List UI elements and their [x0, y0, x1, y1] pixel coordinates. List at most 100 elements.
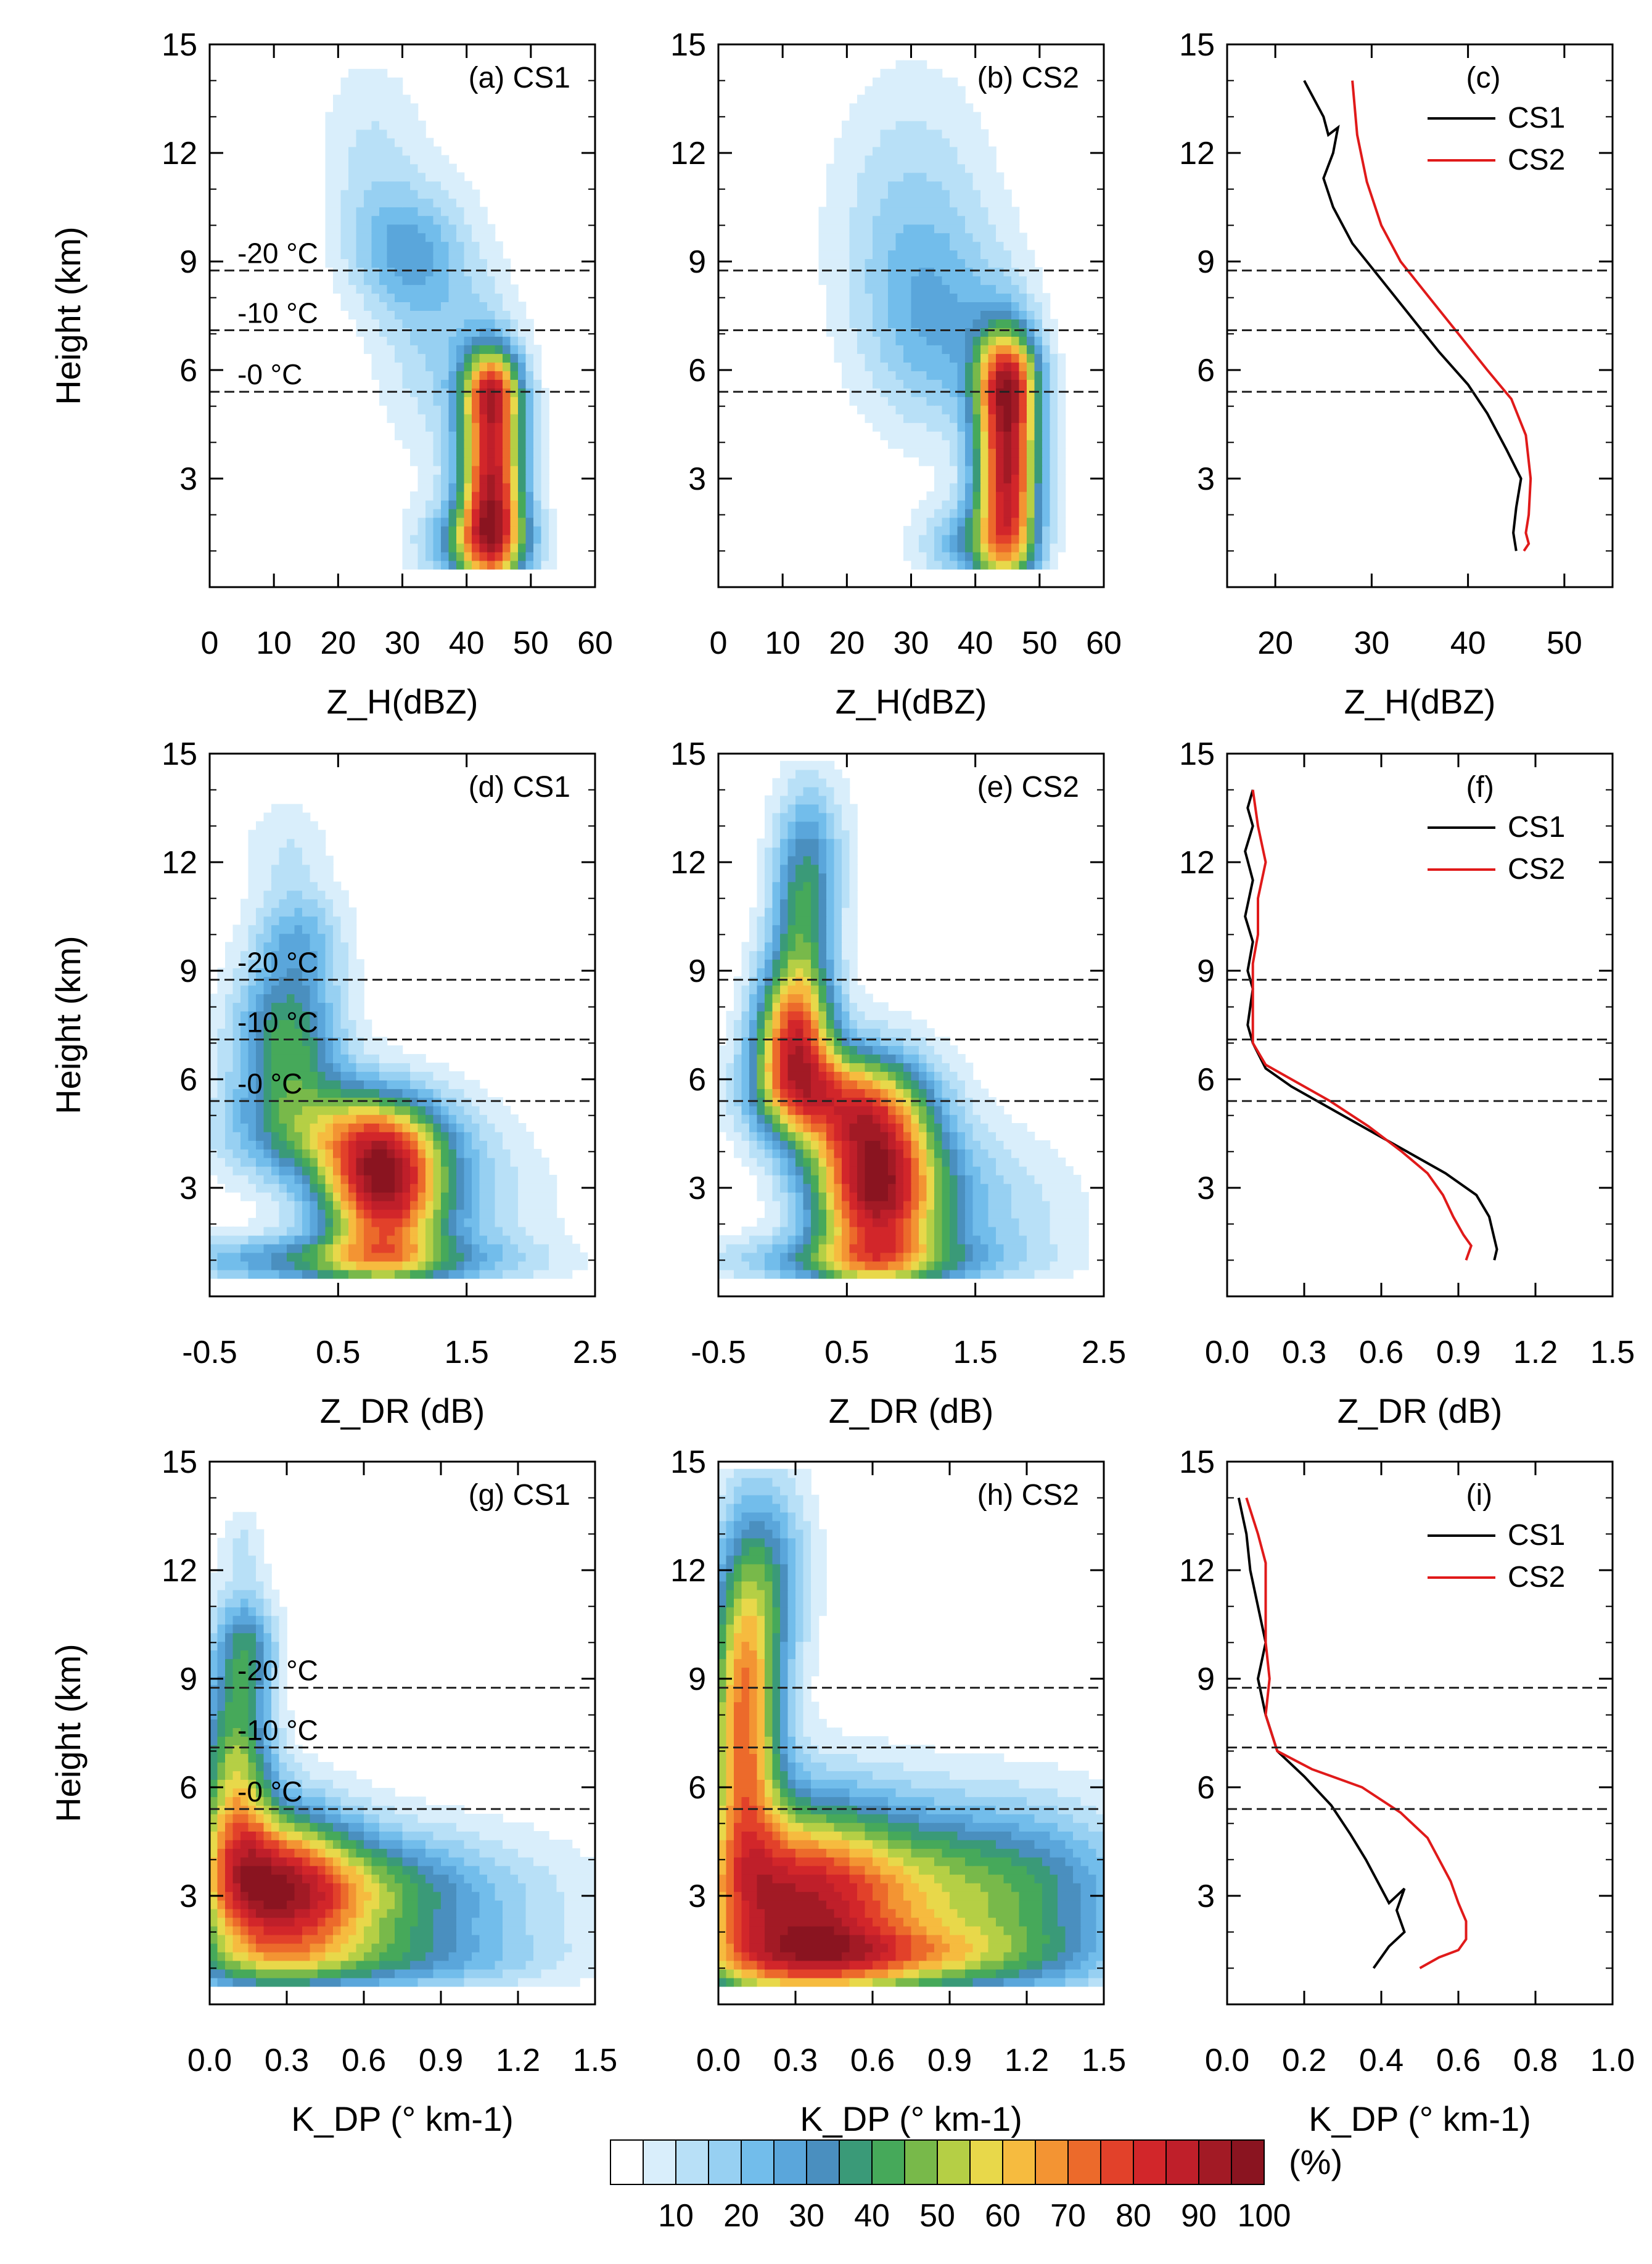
frequency-cell — [310, 1174, 318, 1184]
frequency-cell — [210, 1037, 218, 1046]
frequency-cell — [972, 534, 981, 544]
frequency-cell — [1058, 422, 1066, 432]
frequency-cell — [402, 138, 411, 147]
frequency-cell — [980, 525, 989, 535]
frequency-cell — [240, 1132, 249, 1141]
frequency-cell — [356, 112, 364, 121]
frequency-cell — [510, 1209, 519, 1219]
frequency-cell — [402, 146, 411, 156]
frequency-cell — [456, 431, 465, 440]
frequency-cell — [926, 1200, 935, 1210]
frequency-cell — [379, 1097, 388, 1106]
frequency-cell — [479, 482, 488, 492]
frequency-cell — [510, 551, 519, 561]
frequency-cell — [926, 319, 935, 328]
frequency-cell — [417, 397, 426, 406]
frequency-cell — [996, 198, 1005, 208]
frequency-cell — [1058, 431, 1066, 440]
frequency-cell — [926, 327, 935, 337]
frequency-cell — [371, 310, 380, 319]
frequency-cell — [518, 414, 527, 423]
frequency-cell — [402, 525, 411, 535]
frequency-cell — [942, 456, 950, 466]
frequency-cell — [340, 985, 349, 995]
frequency-cell — [780, 1209, 789, 1219]
frequency-cell — [926, 379, 935, 389]
frequency-cell — [279, 812, 287, 822]
frequency-cell — [294, 1123, 303, 1132]
frequency-cell — [472, 319, 480, 328]
frequency-cell — [965, 1217, 974, 1227]
frequency-cell — [772, 1252, 781, 1262]
frequency-cell — [417, 1235, 426, 1245]
frequency-cell — [972, 1235, 981, 1245]
frequency-cell — [456, 267, 465, 277]
frequency-cell — [371, 68, 380, 78]
frequency-cell — [988, 362, 997, 371]
frequency-cell — [310, 1045, 318, 1055]
frequency-cell — [487, 1209, 496, 1219]
frequency-cell — [441, 508, 450, 518]
frequency-cell — [287, 1002, 295, 1011]
frequency-cell — [410, 517, 419, 527]
frequency-cell — [503, 267, 511, 277]
frequency-cell — [880, 155, 889, 165]
frequency-cell — [942, 86, 950, 96]
frequency-cell — [965, 491, 974, 501]
frequency-cell — [934, 224, 943, 234]
frequency-cell — [919, 543, 927, 553]
frequency-cell — [371, 1235, 380, 1245]
frequency-cell — [464, 1106, 472, 1115]
frequency-cell — [1019, 327, 1027, 337]
frequency-cell — [1003, 1209, 1012, 1219]
frequency-cell — [448, 276, 457, 286]
frequency-cell — [1050, 1166, 1058, 1175]
frequency-cell — [472, 353, 480, 363]
frequency-cell — [356, 250, 364, 260]
x-tick-label: 1.5 — [445, 1335, 489, 1370]
frequency-cell — [972, 146, 981, 156]
frequency-cell — [1034, 1235, 1043, 1245]
frequency-cell — [911, 163, 919, 173]
frequency-cell — [379, 353, 388, 363]
frequency-cell — [402, 284, 411, 294]
frequency-cell — [965, 310, 974, 319]
frequency-cell — [857, 189, 866, 199]
frequency-cell — [811, 1217, 820, 1227]
frequency-cell — [873, 267, 881, 277]
frequency-cell — [988, 302, 997, 311]
frequency-cell — [873, 120, 881, 130]
frequency-cell — [310, 890, 318, 900]
frequency-cell — [495, 1123, 503, 1132]
frequency-cell — [734, 1140, 742, 1150]
frequency-cell — [1042, 1217, 1051, 1227]
frequency-cell — [294, 1114, 303, 1124]
frequency-cell — [240, 1019, 249, 1029]
frequency-cell — [972, 129, 981, 139]
frequency-cell — [456, 1148, 465, 1158]
frequency-cell — [950, 1269, 958, 1279]
frequency-cell — [395, 1071, 403, 1081]
frequency-cell — [294, 855, 303, 865]
frequency-cell — [988, 224, 997, 234]
frequency-cell — [919, 560, 927, 570]
frequency-cell — [957, 181, 966, 191]
frequency-cell — [1011, 215, 1020, 225]
frequency-cell — [865, 310, 873, 319]
frequency-cell — [379, 1235, 388, 1245]
frequency-cell — [356, 1174, 364, 1184]
frequency-cell — [950, 1192, 958, 1201]
frequency-cell — [248, 959, 257, 969]
frequency-cell — [348, 1132, 357, 1141]
frequency-cell — [348, 198, 357, 208]
frequency-cell — [456, 388, 465, 397]
frequency-cell — [880, 138, 889, 147]
frequency-cell — [1019, 1166, 1027, 1175]
frequency-cell — [903, 163, 912, 173]
frequency-cell — [965, 336, 974, 345]
frequency-cell — [441, 1209, 450, 1219]
frequency-cell — [749, 1235, 758, 1245]
frequency-cell — [356, 1148, 364, 1158]
frequency-cell — [364, 1037, 372, 1046]
frequency-cell — [510, 302, 519, 311]
